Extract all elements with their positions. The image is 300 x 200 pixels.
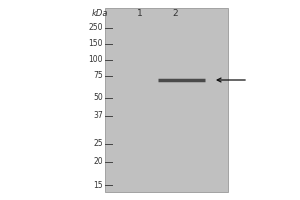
Text: 250: 250: [88, 23, 103, 32]
Text: 25: 25: [93, 140, 103, 148]
Text: 50: 50: [93, 94, 103, 102]
Text: 15: 15: [93, 180, 103, 190]
Text: 150: 150: [88, 40, 103, 48]
Text: 100: 100: [88, 55, 103, 64]
Text: kDa: kDa: [92, 9, 108, 19]
Text: 1: 1: [137, 9, 143, 19]
Text: 2: 2: [172, 9, 178, 19]
Bar: [105, 8, 228, 192]
Text: 20: 20: [93, 158, 103, 166]
Text: 37: 37: [93, 112, 103, 120]
Text: 75: 75: [93, 72, 103, 80]
